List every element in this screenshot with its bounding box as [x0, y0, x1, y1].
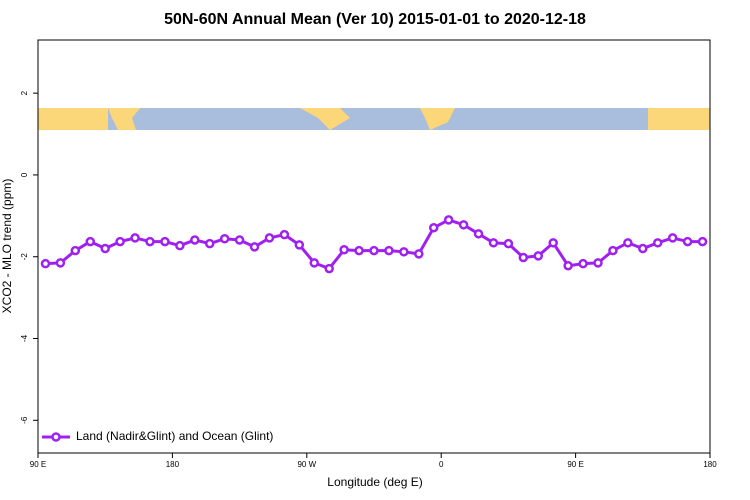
data-point: [608, 245, 618, 256]
x-tick-label: 90 W: [297, 460, 316, 469]
y-tick-label: -4: [20, 334, 29, 342]
data-point: [294, 240, 305, 250]
plot-frame: [37, 39, 711, 454]
chart-title: 50N-60N Annual Mean (Ver 10) 2015-01-01 …: [164, 11, 586, 28]
data-point: [638, 243, 648, 254]
map-band: [38, 108, 710, 130]
data-point: [339, 245, 349, 255]
data-point: [324, 263, 334, 274]
data-point: [593, 258, 603, 268]
data-point: [85, 236, 96, 247]
y-axis-label: XCO2 - MLO trend (ppm): [0, 179, 14, 314]
y-tick-label: 2: [20, 90, 29, 95]
legend-label: Land (Nadir&Glint) and Ocean (Glint): [76, 429, 273, 443]
data-point: [428, 222, 439, 233]
x-tick-label: 0: [439, 460, 444, 469]
series-line: [45, 218, 703, 271]
y-tick-label: 0: [20, 172, 29, 177]
data-point: [443, 215, 454, 225]
x-axis-label: Longitude (deg E): [327, 475, 422, 489]
data-point: [100, 243, 110, 254]
data-point: [682, 236, 693, 247]
data-point: [40, 258, 51, 269]
data-point: [219, 233, 230, 244]
data-point: [667, 233, 678, 243]
data-point: [70, 245, 81, 256]
data-point: [160, 236, 170, 247]
data-point: [623, 238, 633, 248]
data-point: [414, 249, 424, 259]
data-point: [697, 236, 708, 247]
data-point: [548, 238, 558, 248]
data-point: [309, 258, 320, 268]
data-point: [354, 245, 364, 256]
data-point: [115, 236, 125, 247]
data-point: [533, 251, 544, 261]
data-point: [264, 233, 275, 243]
data-point: [578, 258, 588, 269]
data-point: [145, 236, 155, 247]
y-tick-label: -6: [20, 416, 29, 424]
data-point: [190, 235, 200, 245]
data-point: [279, 229, 290, 240]
data-point: [488, 238, 499, 248]
data-point: [175, 240, 185, 251]
data-point: [399, 247, 409, 257]
data-point: [369, 245, 379, 256]
data-point: [234, 235, 245, 245]
data-point: [55, 258, 66, 268]
data-point: [652, 238, 663, 248]
data-point: [458, 220, 469, 230]
legend-marker: [51, 432, 61, 442]
x-tick-label: 90 E: [567, 460, 583, 469]
data-point: [473, 229, 484, 239]
data-point: [518, 252, 529, 263]
data-point: [204, 238, 215, 249]
x-tick-label: 90 E: [30, 460, 46, 469]
x-tick-label: 180: [166, 460, 180, 469]
data-point: [130, 233, 140, 243]
data-point: [563, 260, 573, 271]
x-tick-label: 180: [703, 460, 717, 469]
data-point: [384, 245, 394, 256]
data-point: [503, 238, 514, 249]
data-point: [249, 242, 260, 252]
y-tick-label: -2: [20, 253, 29, 261]
